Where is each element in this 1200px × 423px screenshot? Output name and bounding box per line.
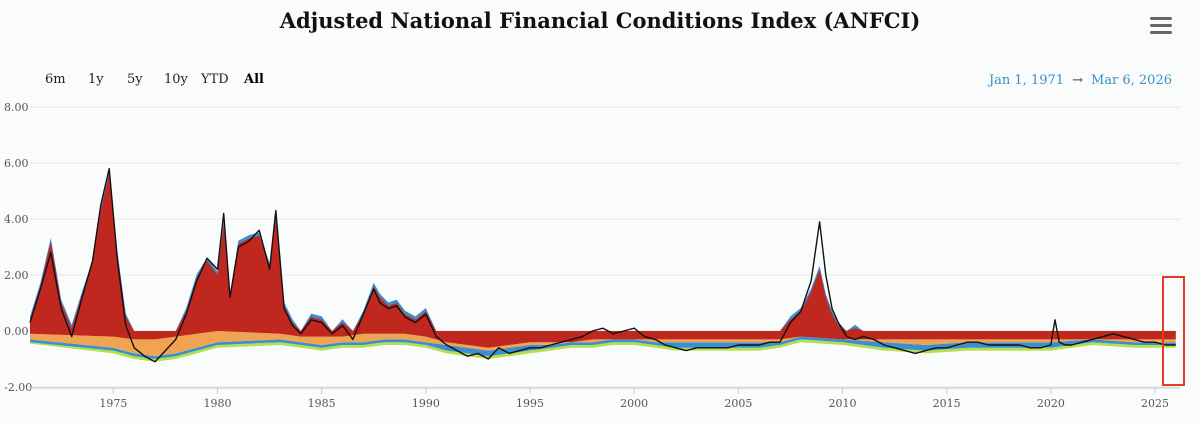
range-button-all[interactable]: All: [244, 72, 264, 87]
y-tick-label: 4.00: [4, 213, 29, 226]
hamburger-menu-icon[interactable]: [1150, 17, 1172, 35]
range-button-6m[interactable]: 6m: [45, 72, 66, 87]
x-tick-label: 2000: [620, 397, 648, 410]
credit-area: [30, 331, 1176, 357]
range-button-ytd[interactable]: YTD: [201, 72, 229, 87]
x-tick-label: 2020: [1037, 397, 1065, 410]
x-tick-label: 1990: [412, 397, 440, 410]
menu-bar: [1150, 31, 1172, 34]
date-arrow: →: [1072, 73, 1083, 88]
date-from[interactable]: Jan 1, 1971: [988, 73, 1065, 88]
nonfinancial-leverage-area: [30, 339, 1176, 362]
y-tick-label: 0.00: [4, 325, 29, 338]
y-tick-label: 2.00: [4, 269, 29, 282]
y-tick-label: 8.00: [4, 101, 29, 114]
y-tick-label: 6.00: [4, 157, 29, 170]
risk-negative-area: [30, 331, 1176, 348]
range-button-1y[interactable]: 1y: [88, 72, 104, 87]
menu-bar: [1150, 17, 1172, 20]
anfci-line: [29, 167, 1176, 363]
x-tick-label: 1975: [99, 397, 127, 410]
range-button-5y[interactable]: 5y: [127, 72, 143, 87]
x-tick-label: 2025: [1141, 397, 1169, 410]
leverage-positive-area: [30, 170, 864, 331]
risk-positive-area: [30, 174, 864, 331]
x-tick-label: 1995: [516, 397, 544, 410]
date-to[interactable]: Mar 6, 2026: [1090, 73, 1172, 88]
date-range: Jan 1, 1971 → Mar 6, 2026: [989, 73, 1172, 88]
chart-title: Adjusted National Financial Conditions I…: [279, 8, 921, 33]
highlight-box: [1162, 276, 1185, 386]
x-tick-label: 1985: [308, 397, 336, 410]
x-tick-label: 2015: [933, 397, 961, 410]
x-tick-label: 1980: [204, 397, 232, 410]
x-tick-label: 2010: [829, 397, 857, 410]
menu-bar: [1150, 24, 1172, 27]
range-button-10y[interactable]: 10y: [164, 72, 188, 87]
x-tick-label: 2005: [724, 397, 752, 410]
y-tick-label: -2.00: [4, 381, 32, 394]
